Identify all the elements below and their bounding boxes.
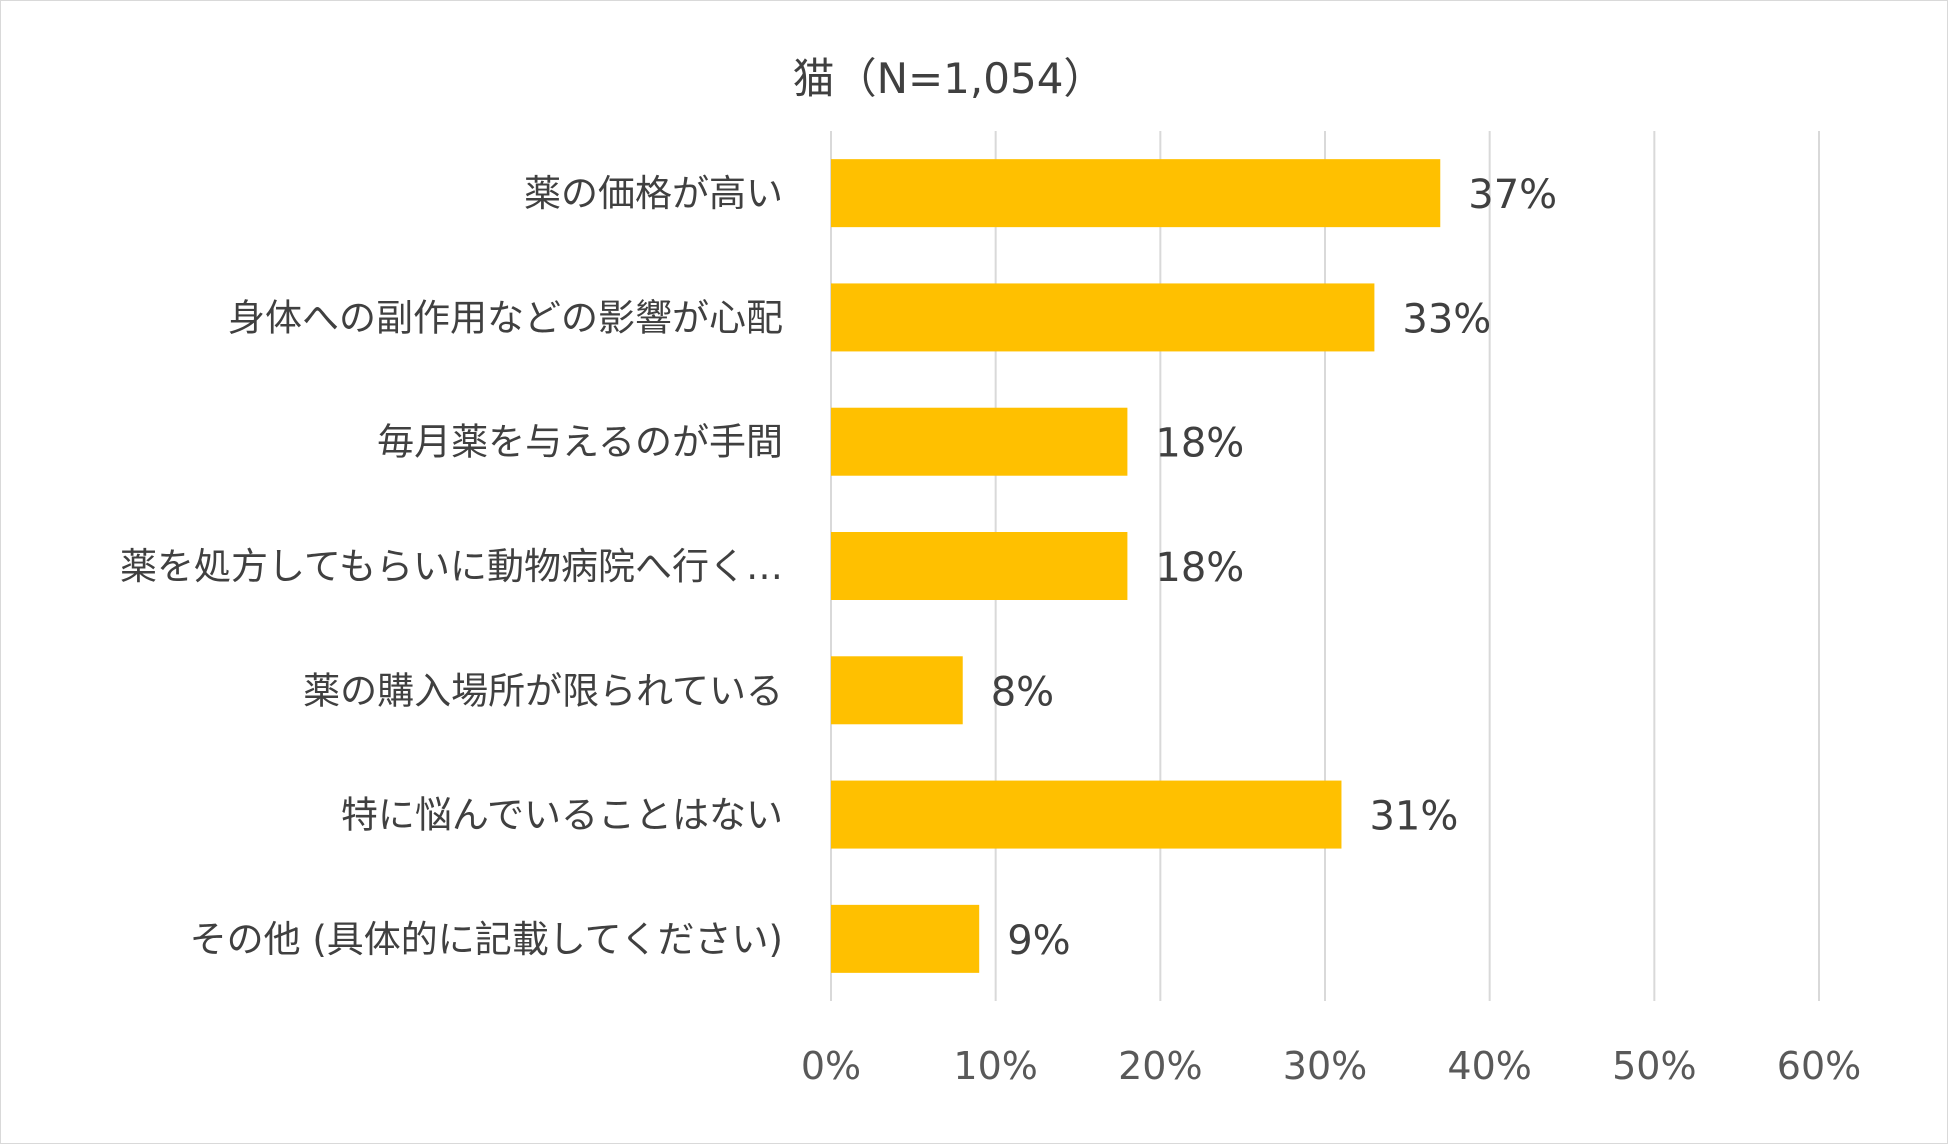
bar <box>831 159 1441 228</box>
data-label: 9% <box>1007 918 1070 964</box>
bars <box>831 159 1441 973</box>
bar <box>831 656 963 725</box>
category-label: その他 (具体的に記載してください) <box>190 918 783 961</box>
category-label: 特に悩んでいることはない <box>341 794 783 837</box>
data-label: 37% <box>1468 172 1557 218</box>
bar <box>831 532 1128 600</box>
category-label: 薬の購入場所が限られている <box>303 669 783 712</box>
bar <box>831 407 1128 476</box>
bar <box>831 283 1375 352</box>
data-label: 31% <box>1369 794 1458 840</box>
bar <box>831 904 980 973</box>
x-tick-label: 10% <box>953 1044 1037 1088</box>
category-labels: 薬の価格が高い身体への副作用などの影響が心配毎月薬を与えるのが手間薬を処方しても… <box>120 172 783 961</box>
chart-title: 猫（N=1,054） <box>793 54 1106 103</box>
gridlines <box>830 131 1820 1001</box>
x-tick-label: 0% <box>801 1044 861 1088</box>
category-label: 薬を処方してもらいに動物病院へ行く… <box>120 545 783 588</box>
x-tick-label: 40% <box>1447 1044 1531 1088</box>
category-label: 薬の価格が高い <box>524 172 783 215</box>
x-tick-label: 60% <box>1777 1044 1861 1088</box>
data-label: 18% <box>1155 421 1244 467</box>
x-tick-label: 50% <box>1612 1044 1696 1088</box>
category-label: 身体への副作用などの影響が心配 <box>228 296 783 339</box>
data-label: 18% <box>1155 545 1244 591</box>
data-labels: 37% 33% 18% 18% 8% 31% 9% <box>991 172 1557 964</box>
category-label: 毎月薬を与えるのが手間 <box>377 421 783 464</box>
x-tick-label: 30% <box>1283 1044 1367 1088</box>
data-label: 33% <box>1402 296 1491 342</box>
x-axis-tick-labels: 0% 10% 20% 30% 40% 50% 60% <box>801 1044 1861 1088</box>
data-label: 8% <box>991 669 1054 715</box>
bar <box>831 780 1342 849</box>
x-tick-label: 20% <box>1118 1044 1202 1088</box>
